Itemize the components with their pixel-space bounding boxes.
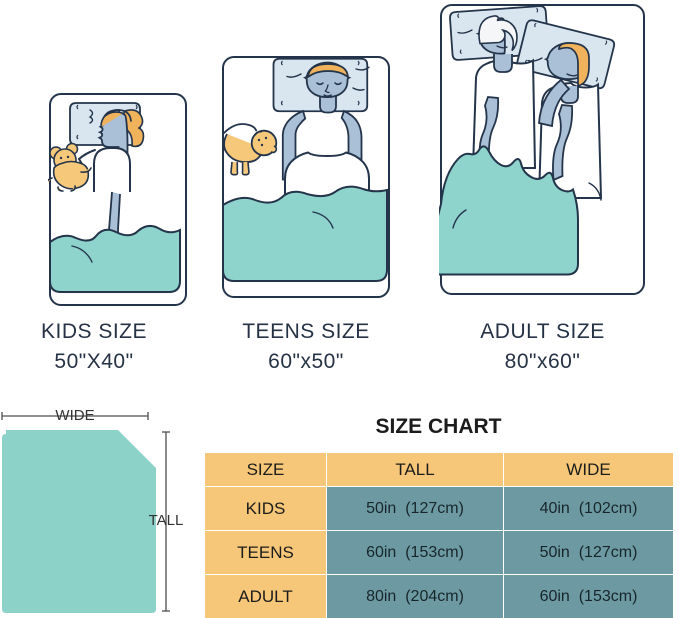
svg-text:TALL: TALL [149, 512, 184, 529]
svg-text:WIDE: WIDE [55, 407, 94, 424]
